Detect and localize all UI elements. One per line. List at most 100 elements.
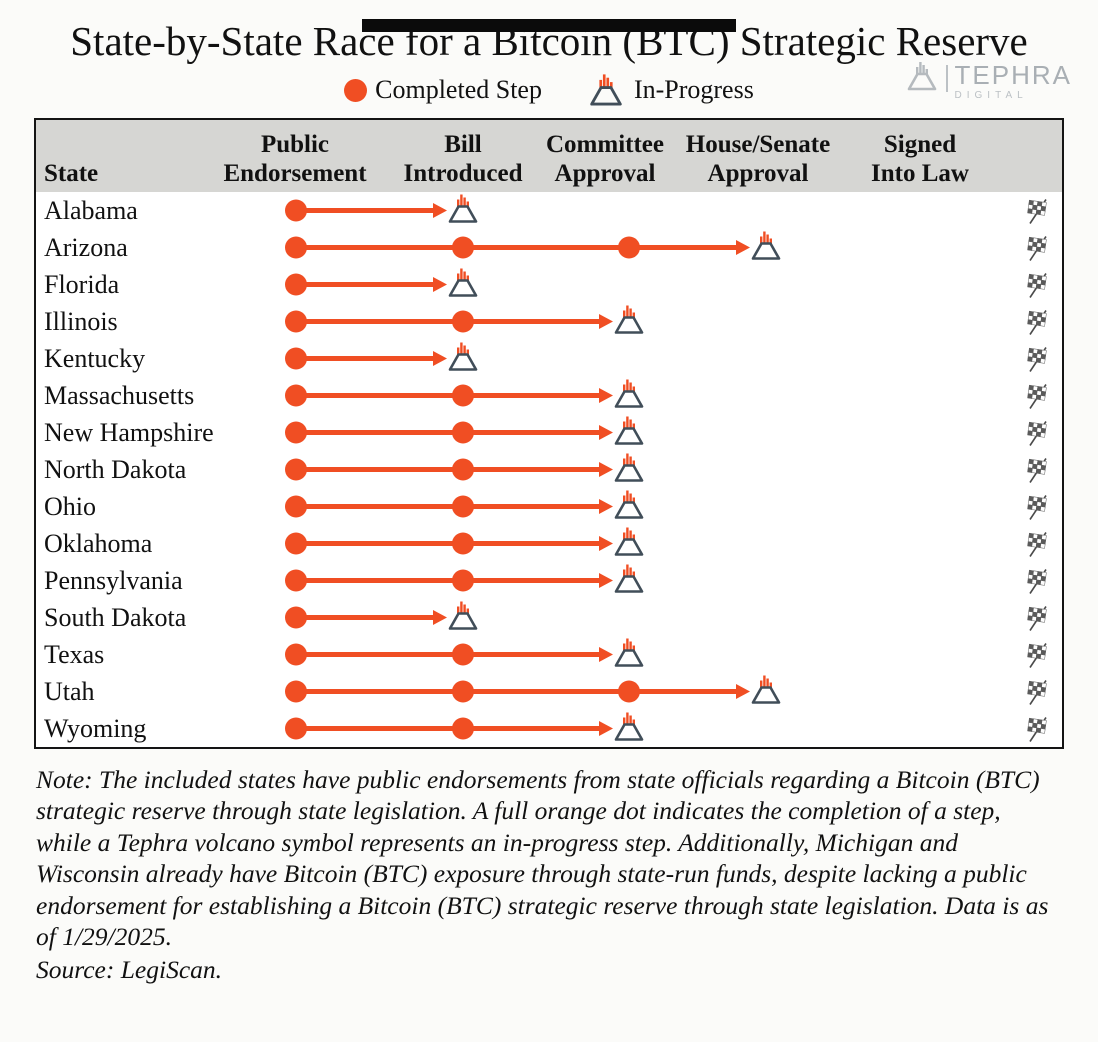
progress-arrowhead: [433, 610, 447, 626]
col-header-house-senate-approval: House/Senate Approval: [685, 131, 831, 187]
completed-dot-icon: [452, 495, 474, 518]
top-black-bar: [362, 19, 736, 32]
state-row: Massachusetts: [36, 377, 1062, 414]
in-progress-volcano-icon: [448, 194, 478, 223]
completed-dot-icon: [285, 680, 307, 703]
progress-track: [285, 712, 1047, 743]
legend-in-progress: In-Progress: [586, 73, 754, 107]
progress-arrowhead: [433, 203, 447, 219]
completed-dot-icon: [452, 680, 474, 703]
progress-arrowhead: [599, 499, 613, 515]
progress-arrowhead: [433, 351, 447, 367]
state-name: Alabama: [44, 195, 138, 225]
progress-track: [285, 231, 1047, 262]
completed-dot-icon: [285, 347, 307, 370]
completed-dot-icon: [285, 606, 307, 629]
checkered-flag-icon: [1027, 458, 1047, 484]
progress-track: [285, 379, 1047, 410]
progress-track: [285, 453, 1047, 484]
completed-dot-icon: [618, 680, 640, 703]
completed-dot-icon: [344, 78, 368, 102]
legend: Completed Step In-Progress: [0, 70, 1098, 110]
progress-arrowhead: [736, 240, 750, 256]
state-name: North Dakota: [44, 454, 187, 484]
completed-dot-icon: [285, 532, 307, 555]
state-row: Oklahoma: [36, 525, 1062, 562]
logo-text: TEPHRA DIGITAL: [954, 60, 1072, 102]
note-text: Note: The included states have public en…: [36, 765, 1049, 951]
completed-dot-icon: [452, 236, 474, 259]
state-name: Kentucky: [44, 343, 146, 373]
col-header-signed-into-law: Signed Into Law: [871, 131, 969, 187]
completed-dot-icon: [285, 384, 307, 407]
checkered-flag-icon: [1027, 384, 1047, 410]
state-name: Oklahoma: [44, 528, 153, 558]
completed-dot-icon: [285, 643, 307, 666]
table-body: Alabama Arizona Florida Illinois Kentucky Mas…: [36, 192, 1062, 747]
checkered-flag-icon: [1027, 310, 1047, 336]
in-progress-volcano-icon: [614, 379, 644, 408]
checkered-flag-icon: [1027, 495, 1047, 521]
in-progress-volcano-icon: [614, 527, 644, 556]
checkered-flag-icon: [1027, 643, 1047, 669]
state-name: Florida: [44, 269, 120, 299]
completed-dot-icon: [285, 421, 307, 444]
state-name: Ohio: [44, 491, 96, 521]
legend-row: Completed Step In-Progress TEPHRA DIGITA…: [0, 61, 1098, 110]
in-progress-volcano-icon: [448, 601, 478, 630]
state-name: Pennsylvania: [44, 565, 183, 595]
checkered-flag-icon: [1027, 680, 1047, 706]
in-progress-volcano-icon: [448, 268, 478, 297]
col-header-bill-introduced: Bill Introduced: [403, 131, 523, 187]
state-row: New Hampshire: [36, 414, 1062, 451]
state-row: Utah: [36, 673, 1062, 710]
progress-arrowhead: [599, 721, 613, 737]
col-header-state: State: [44, 159, 99, 187]
checkered-flag-icon: [1027, 199, 1047, 225]
progress-table: State Public Endorsement Bill Introduced…: [34, 118, 1064, 750]
progress-arrowhead: [599, 462, 613, 478]
completed-dot-icon: [452, 458, 474, 481]
progress-track: [285, 416, 1047, 447]
state-row: North Dakota: [36, 451, 1062, 488]
in-progress-volcano-icon: [448, 342, 478, 371]
progress-track: [285, 305, 1047, 336]
completed-dot-icon: [285, 569, 307, 592]
state-name: Massachusetts: [44, 380, 195, 410]
checkered-flag-icon: [1027, 421, 1047, 447]
completed-dot-icon: [285, 273, 307, 296]
state-row: Florida: [36, 266, 1062, 303]
logo-brand: TEPHRA: [954, 60, 1072, 91]
in-progress-volcano-icon: [614, 638, 644, 667]
progress-track: [285, 527, 1047, 558]
table-header: State Public Endorsement Bill Introduced…: [36, 120, 1062, 193]
state-row: Alabama: [36, 192, 1062, 229]
in-progress-volcano-icon: [614, 453, 644, 482]
state-name: Wyoming: [44, 713, 147, 743]
state-row: Pennsylvania: [36, 562, 1062, 599]
legend-completed: Completed Step: [344, 75, 542, 105]
in-progress-volcano-icon: [614, 305, 644, 334]
in-progress-volcano-icon: [907, 62, 936, 91]
completed-dot-icon: [285, 199, 307, 222]
progress-track: [285, 601, 1047, 632]
progress-track: [285, 490, 1047, 521]
checkered-flag-icon: [1027, 717, 1047, 743]
completed-dot-icon: [285, 236, 307, 259]
checkered-flag-icon: [1027, 569, 1047, 595]
in-progress-volcano-icon: [590, 74, 622, 106]
source-text: Source: LegiScan.: [36, 955, 223, 985]
in-progress-volcano-icon: [614, 416, 644, 445]
logo-sub: DIGITAL: [954, 90, 1028, 102]
state-row: Texas: [36, 636, 1062, 673]
progress-track: [285, 342, 1047, 373]
state-name: South Dakota: [44, 602, 187, 632]
state-name: New Hampshire: [44, 417, 214, 447]
progress-arrowhead: [433, 277, 447, 293]
progress-arrowhead: [599, 573, 613, 589]
logo-divider: [945, 65, 948, 93]
completed-dot-icon: [452, 532, 474, 555]
completed-dot-icon: [452, 421, 474, 444]
state-row: Illinois: [36, 303, 1062, 340]
col-header-committee-approval: Committee Approval: [546, 131, 664, 187]
